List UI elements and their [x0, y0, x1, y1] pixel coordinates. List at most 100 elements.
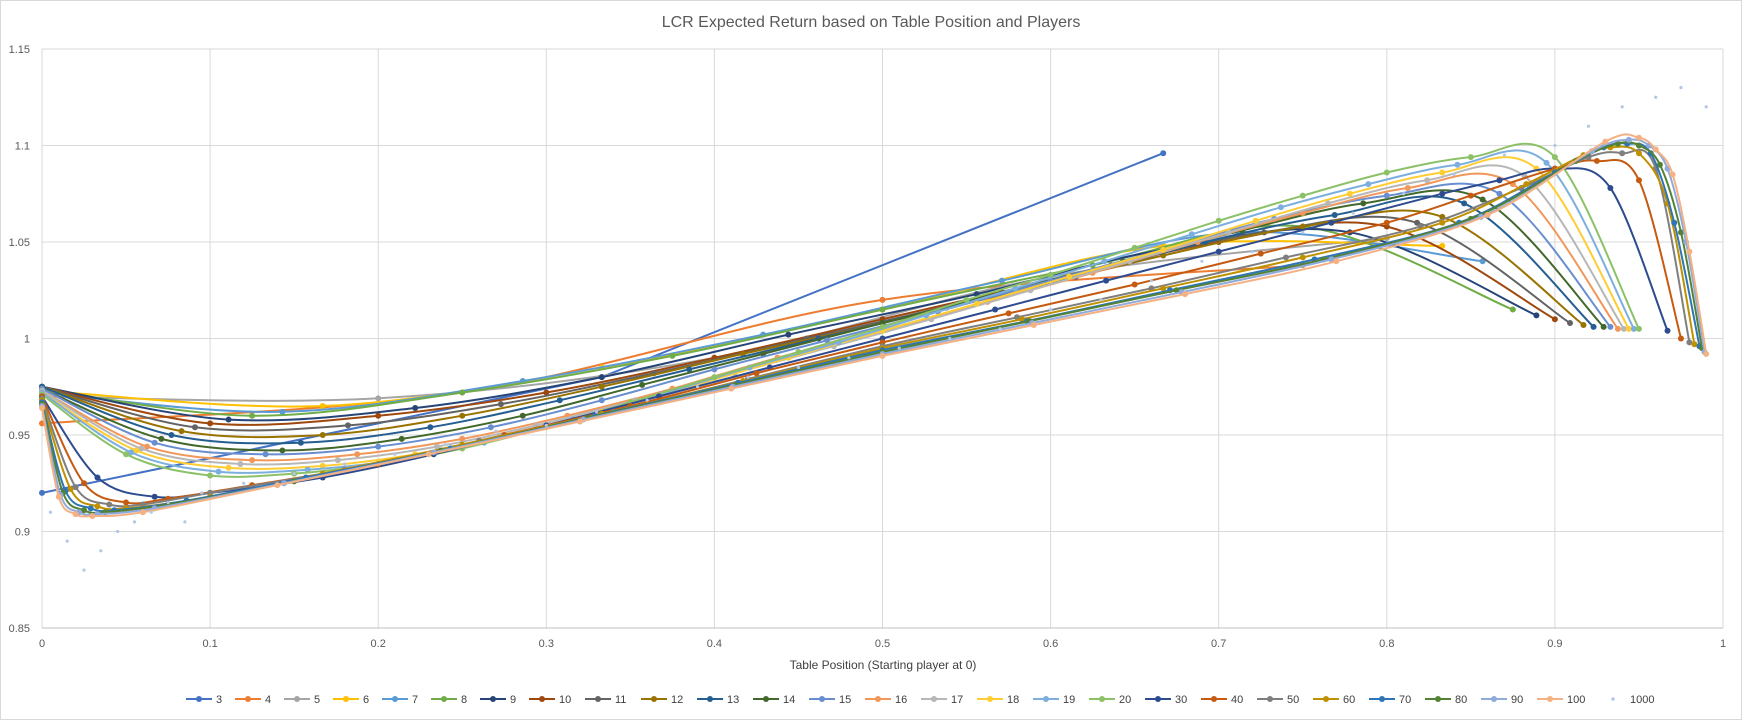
x-tick-label: 0.8	[1379, 638, 1394, 650]
scatter-point	[242, 481, 246, 485]
legend-marker	[875, 696, 881, 702]
data-point	[1328, 256, 1335, 263]
legend-marker	[392, 696, 398, 702]
series-19	[39, 149, 1637, 475]
data-point	[1324, 200, 1331, 207]
data-point	[1215, 217, 1222, 224]
legend-marker	[1435, 696, 1441, 702]
ticks-layer: 0.85 0.9 0.95 1 1.05 1.1 1.15 0 0.1 0.2 0.3 0.4 0.5 0…	[9, 44, 1726, 650]
data-point	[138, 445, 145, 452]
x-tick-label: 0.5	[875, 638, 890, 650]
data-point	[1484, 211, 1491, 218]
legend-marker	[343, 696, 349, 702]
scatter-point	[595, 410, 599, 414]
data-point	[279, 408, 286, 415]
data-point	[1619, 150, 1626, 157]
data-point	[1439, 169, 1446, 176]
data-point	[1424, 177, 1431, 184]
data-point	[1282, 254, 1289, 261]
scatter-point	[544, 423, 548, 427]
data-point	[158, 435, 165, 442]
data-point	[1600, 323, 1607, 330]
data-point	[344, 422, 351, 429]
legend-item-10: 10	[529, 694, 571, 706]
scatter-point	[948, 336, 952, 341]
data-point	[94, 474, 101, 481]
legend-marker	[1611, 697, 1615, 701]
data-point	[1630, 325, 1637, 332]
data-point	[1277, 204, 1284, 211]
data-point	[1686, 248, 1693, 255]
data-point	[1602, 138, 1609, 145]
legend-label: 7	[412, 694, 418, 706]
legend-label: 15	[839, 694, 851, 706]
scatter-point	[1654, 95, 1658, 99]
scatter-point	[1351, 211, 1355, 215]
x-tick-label: 0.7	[1211, 638, 1226, 650]
x-tick-label: 0.6	[1043, 638, 1058, 650]
data-point	[319, 432, 326, 438]
data-point	[1188, 231, 1195, 238]
data-point	[543, 389, 550, 396]
data-point	[1299, 223, 1306, 230]
series-1000	[48, 86, 1708, 572]
legend-label: 3	[216, 694, 222, 706]
scatter-point	[847, 356, 851, 360]
legend-item-8: 8	[431, 694, 467, 706]
data-point	[1182, 291, 1189, 298]
legend-item-40: 40	[1201, 694, 1243, 706]
data-point	[1013, 314, 1020, 321]
scatter-point	[746, 375, 750, 379]
data-point	[1614, 140, 1621, 147]
data-point	[487, 424, 494, 431]
scatter-point	[1452, 172, 1456, 177]
data-point	[319, 462, 326, 469]
series-line	[41, 224, 1514, 417]
legend-marker	[987, 696, 993, 702]
series-line	[41, 164, 1625, 466]
scatter-point	[132, 520, 137, 524]
legend-label: 14	[783, 694, 795, 706]
legend-item-16: 16	[865, 694, 907, 706]
x-tick-label: 0.3	[539, 638, 554, 650]
data-point	[225, 464, 232, 471]
y-tick-label: 1.1	[15, 141, 30, 153]
data-point	[1479, 196, 1486, 203]
data-point	[1257, 250, 1264, 257]
data-point	[1523, 181, 1530, 188]
data-point	[1625, 136, 1632, 143]
data-point	[425, 451, 432, 458]
scatter-point	[1301, 230, 1305, 234]
data-point	[1454, 161, 1461, 168]
data-point	[1509, 306, 1516, 313]
scatter-point	[116, 529, 120, 534]
data-point	[1635, 177, 1642, 184]
scatter-point	[1200, 259, 1204, 263]
legend-marker	[294, 696, 300, 702]
data-point	[598, 374, 605, 381]
series-line	[41, 138, 1706, 516]
legend-item-90: 90	[1481, 694, 1523, 706]
data-point	[237, 460, 244, 467]
data-point	[1383, 219, 1390, 226]
data-point	[128, 449, 135, 456]
data-point	[519, 412, 526, 419]
scatter-point	[99, 549, 103, 553]
data-point	[81, 480, 88, 487]
data-point	[1703, 350, 1710, 357]
data-point	[1686, 339, 1693, 346]
data-point	[598, 383, 605, 390]
y-tick-label: 0.85	[9, 623, 30, 635]
legend-item-17: 17	[921, 694, 963, 706]
data-point	[89, 513, 96, 520]
data-point	[279, 447, 286, 454]
data-point	[879, 323, 886, 330]
data-point	[1691, 341, 1698, 348]
data-point	[1543, 159, 1550, 166]
legend-item-9: 9	[480, 694, 516, 706]
data-point	[178, 428, 185, 435]
data-point	[249, 412, 256, 419]
x-axis-title: Table Position (Starting player at 0)	[790, 658, 977, 672]
x-tick-label: 0.9	[1547, 638, 1562, 650]
data-point	[215, 468, 222, 475]
